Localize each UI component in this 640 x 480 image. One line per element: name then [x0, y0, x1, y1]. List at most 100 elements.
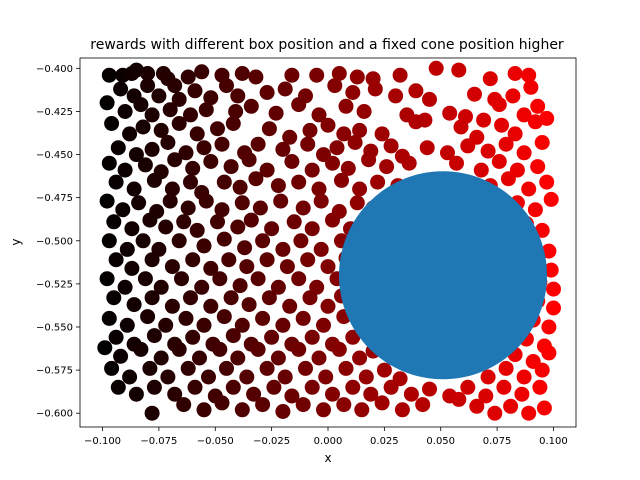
scatter-point	[367, 81, 383, 97]
scatter-point	[516, 369, 532, 385]
scatter-point	[128, 147, 144, 163]
scatter-point	[219, 360, 234, 376]
scatter-point	[214, 202, 230, 218]
scatter-point	[183, 290, 198, 306]
scatter-point	[230, 88, 246, 104]
scatter-point	[144, 107, 160, 123]
scatter-point	[178, 145, 194, 161]
scatter-point	[523, 79, 539, 95]
scatter-point	[171, 233, 187, 249]
scatter-point	[284, 67, 300, 83]
scatter-point	[223, 159, 239, 175]
scatter-point	[133, 97, 149, 113]
y-tick-label: −0.475	[36, 193, 73, 204]
scatter-point	[325, 212, 340, 228]
scatter-point	[237, 240, 253, 256]
scatter-point	[198, 193, 214, 209]
scatter-point	[106, 214, 122, 230]
scatter-point	[185, 329, 201, 345]
scatter-point	[291, 97, 307, 113]
scatter-point	[250, 341, 266, 357]
scatter-point	[160, 369, 176, 385]
scatter-point	[187, 379, 203, 395]
scatter-point	[291, 271, 307, 287]
scatter-point	[498, 136, 514, 152]
scatter-point	[214, 395, 230, 411]
scatter-point	[250, 136, 266, 152]
scatter-point	[140, 66, 156, 81]
scatter-point	[539, 110, 555, 126]
scatter-point	[336, 126, 352, 142]
scatter-point	[313, 241, 329, 257]
scatter-point	[212, 341, 228, 357]
scatter-point	[180, 360, 196, 376]
scatter-point	[514, 386, 530, 402]
scatter-point	[503, 398, 519, 414]
scatter-point	[546, 300, 561, 316]
scatter-point	[117, 162, 133, 178]
scatter-point	[313, 193, 329, 209]
scatter-point	[505, 88, 521, 104]
scatter-point	[268, 105, 284, 121]
scatter-point	[304, 379, 320, 395]
scatter-point	[460, 138, 476, 154]
scatter-point	[286, 214, 302, 230]
scatter-point	[158, 219, 174, 235]
scatter-point	[482, 71, 498, 87]
scatter-point	[469, 398, 485, 414]
scatter-point	[325, 386, 340, 402]
scatter-point	[275, 241, 291, 257]
scatter-point	[534, 135, 550, 150]
scatter-point	[370, 174, 386, 190]
scatter-point	[408, 114, 424, 130]
scatter-point	[228, 104, 244, 119]
scatter-point	[248, 69, 264, 85]
scatter-point	[302, 290, 318, 306]
x-tick-label: 0.050	[426, 436, 455, 447]
scatter-point	[451, 62, 467, 78]
scatter-point	[422, 91, 437, 107]
scatter-point	[507, 66, 523, 81]
scatter-point	[178, 310, 194, 326]
scatter-point	[137, 157, 153, 173]
scatter-point	[246, 386, 262, 402]
x-axis-ticks: −0.100 −0.075 −0.050 −0.025 0.000 0.025 0.050 0…	[84, 427, 568, 447]
scatter-point	[252, 200, 268, 216]
scatter-point	[167, 152, 183, 168]
scatter-point	[183, 174, 198, 190]
scatter-point	[516, 107, 532, 123]
scatter-point	[122, 126, 138, 142]
scatter-point	[284, 154, 300, 169]
scatter-point	[180, 69, 196, 85]
scatter-point	[415, 397, 431, 413]
scatter-point	[234, 66, 250, 81]
scatter-point	[374, 395, 390, 411]
scatter-point	[383, 138, 399, 154]
scatter-point	[422, 381, 437, 397]
y-tick-label: −0.400	[36, 64, 73, 75]
scatter-point	[340, 160, 356, 176]
scatter-point	[282, 129, 298, 145]
scatter-point	[543, 191, 559, 207]
scatter-point	[270, 178, 286, 194]
scatter-point	[530, 159, 546, 175]
scatter-point	[198, 102, 214, 118]
scatter-point	[316, 317, 331, 333]
scatter-point	[356, 104, 372, 119]
scatter-point	[487, 405, 503, 421]
scatter-point	[277, 369, 293, 385]
scatter-point	[140, 78, 156, 94]
scatter-point	[194, 279, 210, 295]
scatter-point	[196, 317, 212, 333]
scatter-point	[298, 360, 313, 376]
scatter-point	[146, 172, 162, 188]
x-tick-label: −0.050	[197, 436, 234, 447]
scatter-point	[302, 122, 318, 138]
scatter-point	[494, 117, 510, 133]
scatter-point	[295, 397, 311, 413]
scatter-point	[115, 202, 131, 218]
scatter-point	[119, 241, 135, 257]
scatter-point	[403, 386, 419, 402]
scatter-point	[167, 78, 183, 94]
